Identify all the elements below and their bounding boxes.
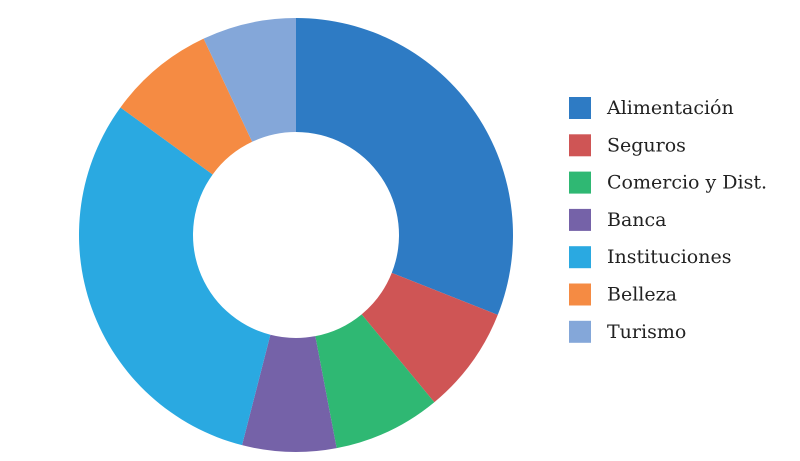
- legend-swatch: [569, 97, 591, 119]
- legend-label: Belleza: [607, 284, 677, 306]
- slice: [79, 107, 271, 446]
- slice: [242, 334, 337, 452]
- legend-swatch: [569, 208, 591, 231]
- slice: [296, 18, 513, 315]
- legend-swatch: [569, 246, 591, 269]
- legend-swatch: [569, 283, 591, 306]
- slice: [361, 272, 498, 403]
- legend-label: Seguros: [607, 134, 686, 156]
- slice: [120, 38, 253, 175]
- legend-label: Instituciones: [607, 246, 731, 268]
- legend-label: Turismo: [607, 321, 686, 343]
- legend-swatch: [569, 171, 591, 194]
- slice: [203, 18, 296, 142]
- legend-swatch: [569, 134, 591, 157]
- legend-label: Comercio y Dist.: [607, 172, 767, 194]
- legend-label: Alimentación: [606, 97, 734, 119]
- legend-swatch: [569, 320, 591, 343]
- legend-label: Banca: [607, 209, 667, 231]
- slice: [315, 314, 435, 449]
